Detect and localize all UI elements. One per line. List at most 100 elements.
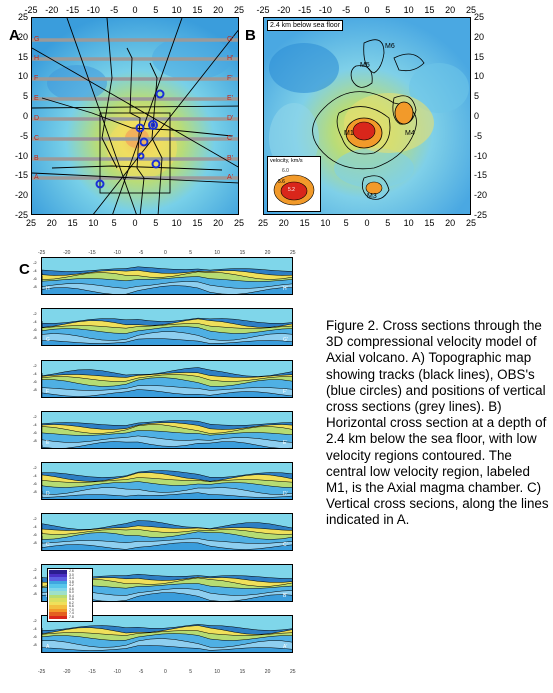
legend-swatch	[49, 612, 67, 616]
section-right-label: F'	[283, 389, 288, 395]
section-depth-tick: -6	[33, 634, 37, 639]
map-b-top-tick: 10	[403, 5, 414, 15]
section-depth-tick: -4	[33, 626, 37, 631]
section-depth-tick: -8	[33, 540, 37, 545]
label-m1: M1	[344, 130, 354, 137]
section-left-label: C	[46, 542, 50, 548]
map-b-right-tick: 20	[474, 31, 485, 42]
label-m4: M4	[405, 130, 415, 137]
section-depth-tick: -6	[33, 583, 37, 588]
section-depth-tick: -2	[33, 567, 37, 572]
label-m5: M5	[360, 62, 370, 69]
section-right-label: G'	[283, 337, 288, 343]
panel-c-label: C	[19, 261, 30, 278]
section-right-label: H'	[283, 286, 288, 292]
section-right-label: D'	[283, 491, 288, 497]
map-a-left-tick: -25	[14, 210, 28, 220]
map-b-right-tick: 15	[474, 51, 485, 62]
vertical-section	[41, 257, 293, 295]
section-bottom-tick: 15	[239, 669, 246, 675]
section-bottom-tick: -20	[63, 669, 71, 675]
panel-a-label: A	[9, 27, 20, 44]
section-depth-tick: -8	[33, 438, 37, 443]
section-bottom-tick: -10	[113, 669, 121, 675]
section-depth-tick: -2	[33, 414, 37, 419]
legend-value: 5.4	[69, 593, 74, 598]
vertical-section	[41, 411, 293, 449]
legend-swatch	[49, 615, 67, 619]
map-b-bottom-tick: 5	[343, 218, 349, 228]
map-a-bottom-tick: 20	[213, 218, 224, 228]
legend-swatch	[49, 608, 67, 612]
map-b-top-tick: -15	[298, 5, 312, 15]
section-bottom-tick: 5	[189, 669, 192, 675]
map-b-top-tick: 20	[445, 5, 456, 15]
legend-value-1: 5.6	[278, 179, 285, 185]
section-depth-tick: -2	[33, 465, 37, 470]
map-a-top-tick: 20	[213, 5, 224, 15]
legend-value: 3.8	[69, 579, 74, 584]
vertical-section	[41, 462, 293, 500]
map-a-top-tick: 0	[132, 5, 138, 15]
section-top-tick: -15	[88, 250, 96, 256]
legend-value: 3.0	[69, 572, 74, 577]
line-label-left: D	[34, 115, 40, 122]
legend-value: 6.2	[69, 600, 74, 605]
section-velocity-image	[42, 412, 292, 448]
section-top-tick: -10	[113, 250, 121, 256]
section-velocity-image	[42, 514, 292, 550]
section-bottom-tick: 25	[290, 669, 296, 675]
section-bottom-tick: -5	[138, 669, 144, 675]
section-depth-tick: -4	[33, 371, 37, 376]
panel-b-label: B	[245, 27, 256, 44]
map-a-top-tick: -20	[45, 5, 59, 15]
label-m3: M3	[367, 193, 377, 200]
section-depth-tick: -2	[33, 516, 37, 521]
map-a-bottom-tick: 5	[153, 218, 159, 228]
panel-a-map	[31, 17, 239, 215]
map-a-left-tick: 10	[17, 71, 28, 82]
section-depth-tick: -4	[33, 473, 37, 478]
map-b-right-tick: -15	[474, 170, 488, 181]
map-a-bottom-tick: 10	[88, 218, 99, 228]
section-bottom-tick: -15	[88, 669, 96, 675]
section-depth-tick: -6	[33, 532, 37, 537]
section-bottom-tick: 0	[164, 669, 167, 675]
label-m6: M6	[385, 43, 395, 50]
map-a-bottom-tick: 25	[233, 218, 244, 228]
map-b-top-tick: 0	[364, 5, 370, 15]
map-b-top-tick: 5	[385, 5, 391, 15]
legend-swatch	[49, 570, 67, 574]
map-a-top-tick: -25	[24, 5, 38, 15]
velocity-legend: velocity, km/s 6.0 5.6 5.2	[267, 156, 321, 212]
section-right-label: C'	[283, 542, 288, 548]
line-label-left: C	[34, 135, 40, 142]
vertical-section	[41, 360, 293, 398]
figure-caption: Figure 2. Cross sections through the 3D …	[326, 318, 549, 528]
cross-section-lines	[32, 38, 238, 180]
line-label-left: B	[34, 155, 39, 162]
map-a-top-tick: -15	[66, 5, 80, 15]
map-b-top-tick: -10	[318, 5, 332, 15]
map-b-bottom-tick: 20	[445, 218, 456, 228]
legend-swatch	[49, 577, 67, 581]
line-label-right: H'	[227, 55, 234, 62]
map-a-left-tick: 25	[17, 12, 28, 22]
map-b-right-tick: 0	[474, 111, 480, 121]
section-top-tick: -5	[138, 250, 144, 256]
map-b-bottom-tick: 5	[385, 218, 391, 228]
map-a-left-tick: -20	[14, 190, 28, 201]
map-b-right-tick: 25	[474, 12, 485, 22]
map-b-top-tick: -20	[277, 5, 291, 15]
map-b-bottom-tick: 0	[364, 218, 370, 228]
legend-value: 3.4	[69, 576, 74, 580]
line-label-left: E	[34, 95, 39, 102]
map-a-left-tick: 5	[22, 91, 28, 102]
section-depth-tick: -2	[33, 311, 37, 316]
section-left-label: G	[46, 337, 50, 343]
legend-value: 7.4	[69, 611, 74, 615]
map-b-bottom-tick: 25	[257, 218, 268, 228]
map-a-top-tick: 5	[153, 5, 159, 15]
map-b-bottom-tick: 10	[320, 218, 331, 228]
section-depth-tick: -6	[33, 327, 37, 332]
